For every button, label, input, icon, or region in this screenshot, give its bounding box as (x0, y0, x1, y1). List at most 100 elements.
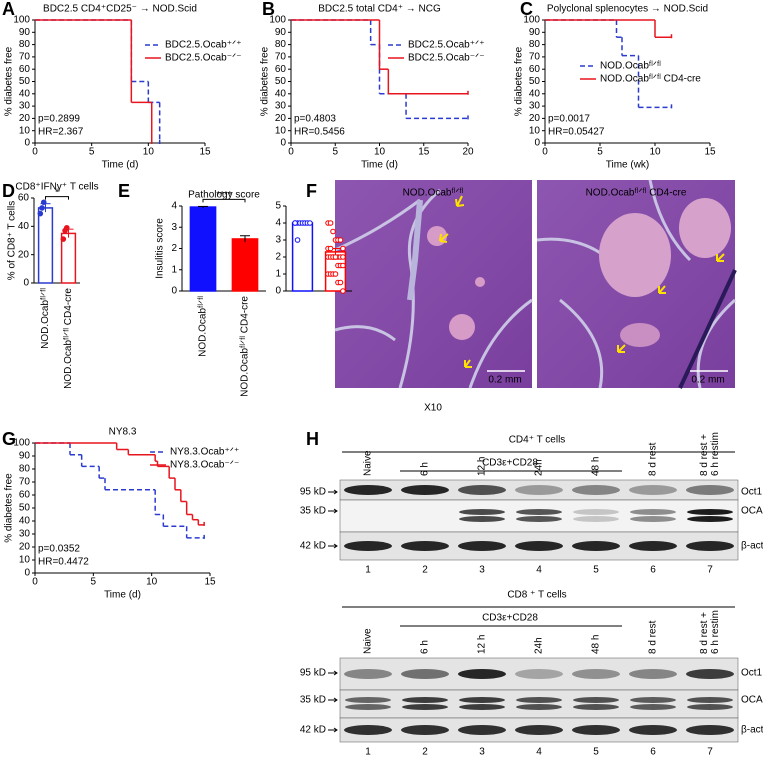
x-tick-label: 10 (649, 147, 661, 158)
lane-label: 8 d rest (648, 442, 659, 476)
x-tick-label: 15 (199, 147, 211, 158)
y-tick-label: 40 (529, 88, 541, 99)
lane-number: 5 (593, 747, 599, 758)
lane-number: 4 (536, 747, 542, 758)
annotation: p=0.0352 (38, 544, 80, 555)
data-point (60, 236, 67, 242)
band (516, 516, 562, 522)
y-tick-label: 90 (275, 27, 287, 38)
y-tick-label: 90 (19, 451, 31, 462)
band (630, 509, 676, 515)
significance-label: * (55, 187, 59, 198)
panel-label: A (2, 0, 15, 19)
y-tick-label: 70 (19, 477, 31, 488)
band (458, 541, 506, 551)
band (345, 704, 391, 710)
y-axis-label: % diabetes free (4, 473, 15, 543)
y-tick-label: 0 (534, 138, 540, 149)
band (459, 516, 505, 522)
y-tick-label: 10 (19, 555, 31, 566)
y-tick-label: 60 (529, 64, 541, 75)
marker-arrow (328, 543, 338, 549)
band (573, 697, 619, 703)
lane-number: 6 (650, 565, 656, 576)
bar (37, 207, 54, 284)
data-point (340, 245, 346, 252)
annotation: HR=0.5456 (294, 127, 345, 138)
lane-number: 1 (365, 747, 371, 758)
panel-label: C (520, 0, 533, 19)
image-label: NOD.Ocabᶠˡᐟᶠˡ (403, 188, 464, 199)
x-tick-label: 15 (704, 147, 716, 158)
y-tick-label: 5 (275, 201, 281, 212)
lane-label: Naive (363, 450, 374, 476)
band (401, 541, 449, 551)
y-tick-label: 2 (275, 252, 281, 263)
band (515, 541, 563, 551)
lane-label: 48 h (591, 457, 602, 476)
lane-number: 5 (593, 565, 599, 576)
band (458, 669, 506, 679)
marker-label: 35 kD (300, 695, 326, 706)
band (344, 541, 392, 551)
band (686, 725, 734, 735)
y-tick-label: 4 (171, 201, 177, 212)
protein-label: OCA-B (741, 695, 763, 706)
x-tick-label: 0 (32, 147, 38, 158)
y-tick-label: 50 (19, 76, 31, 87)
y-tick-label: 20 (19, 542, 31, 553)
data-point (340, 262, 346, 269)
band (572, 669, 620, 679)
lane-label: 24h (534, 459, 545, 476)
y-tick-label: 70 (275, 52, 287, 63)
band (573, 704, 619, 710)
x-tick-label: NOD.Ocabᶠˡᐟᶠˡ CD4-cre (63, 288, 74, 389)
y-tick-label: 40 (19, 516, 31, 527)
y-tick-label: 60 (18, 193, 30, 204)
data-point (327, 220, 334, 226)
x-tick-label: NOD.Ocabᶠˡᐟᶠˡ (198, 296, 209, 357)
y-axis-label: % diabetes free (514, 46, 525, 116)
band (630, 697, 676, 703)
marker-label: 42 kD (300, 725, 326, 736)
data-point (340, 254, 346, 260)
data-point (337, 279, 344, 286)
data-point (294, 237, 301, 243)
y-tick-label: 30 (19, 101, 31, 112)
band (402, 697, 448, 703)
x-tick-label: 0 (542, 147, 548, 158)
band (344, 485, 392, 495)
band (629, 669, 677, 679)
protein-label: β-actin (741, 541, 763, 552)
marker-label: 95 kD (300, 487, 326, 498)
chart-title: Pathology score (188, 190, 260, 201)
band (630, 704, 676, 710)
panel-label: B (262, 0, 275, 19)
y-tick-label: 90 (19, 27, 31, 38)
bar (291, 222, 314, 292)
y-tick-label: 80 (19, 39, 31, 50)
band (401, 725, 449, 735)
significance-bracket (202, 198, 246, 203)
y-tick-label: 100 (13, 438, 30, 449)
annotation: p=0.0017 (548, 114, 590, 125)
x-tick-label: 5 (332, 147, 338, 158)
y-tick-label: 2 (171, 243, 177, 254)
band (630, 516, 676, 522)
band (516, 704, 562, 710)
data-point (332, 254, 339, 260)
lane-number: 3 (479, 565, 485, 576)
lane-number: 7 (707, 747, 713, 758)
y-tick-label: 30 (529, 101, 541, 112)
y-tick-label: 10 (275, 125, 287, 136)
x-tick-label: 0 (32, 577, 38, 588)
data-point (330, 228, 336, 235)
band (515, 485, 563, 495)
y-tick-label: 70 (19, 52, 31, 63)
legend-label: BDC2.5.Ocab⁺ᐟ⁺ (165, 40, 241, 51)
x-tick-label: 5 (89, 147, 95, 158)
y-tick-label: 0 (280, 138, 286, 149)
band (686, 669, 734, 679)
y-tick-label: 20 (529, 113, 541, 124)
